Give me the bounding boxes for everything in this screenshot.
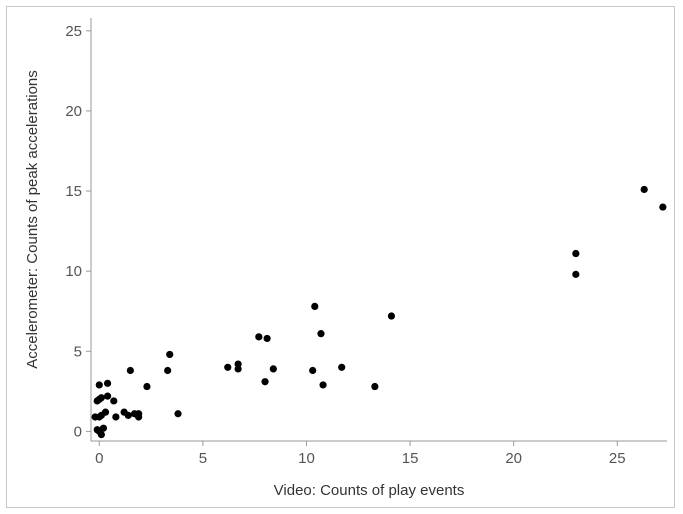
- x-axis-title: Video: Counts of play events: [274, 482, 465, 499]
- y-axis-ticks: 0 5 10 15 20 25: [65, 23, 91, 440]
- x-tick-label: 0: [95, 450, 103, 467]
- data-point: [101, 408, 110, 416]
- data-point: [387, 312, 396, 320]
- y-tick-label: 10: [65, 263, 82, 280]
- data-point: [269, 365, 277, 373]
- data-point: [572, 270, 580, 278]
- x-axis-ticks: 0 5 10 15 20 25: [95, 441, 626, 467]
- data-point: [97, 430, 105, 439]
- data-point: [110, 397, 118, 405]
- data-point: [338, 363, 346, 371]
- y-tick-label: 5: [74, 343, 82, 360]
- data-point: [103, 392, 112, 400]
- x-tick-label: 25: [609, 450, 626, 467]
- x-tick-label: 15: [402, 450, 419, 467]
- data-point: [309, 366, 317, 375]
- data-point: [640, 185, 648, 194]
- data-point: [164, 366, 172, 375]
- x-tick-label: 5: [199, 450, 207, 467]
- data-points: [91, 185, 667, 439]
- axes: 0 5 10 15 20 25 0 5 10 15 20 25: [65, 18, 667, 467]
- data-point: [311, 302, 319, 311]
- data-point: [371, 382, 379, 391]
- data-point: [126, 366, 134, 375]
- data-point: [263, 334, 271, 343]
- data-point: [234, 365, 242, 373]
- data-point: [124, 411, 132, 419]
- data-point: [255, 333, 263, 341]
- data-point: [112, 413, 120, 421]
- chart-frame: [6, 6, 675, 508]
- data-point: [95, 381, 103, 389]
- data-point: [572, 249, 580, 258]
- data-point: [261, 378, 269, 386]
- data-point: [317, 330, 325, 338]
- data-point: [174, 410, 182, 418]
- data-point: [143, 382, 151, 391]
- y-tick-label: 25: [65, 23, 82, 40]
- y-axis-title: Accelerometer: Counts of peak accelerati…: [24, 70, 41, 368]
- x-tick-label: 10: [298, 450, 315, 467]
- data-point: [659, 203, 667, 211]
- x-tick-label: 20: [505, 450, 522, 467]
- data-point: [319, 381, 327, 389]
- data-point: [103, 379, 112, 387]
- data-point: [135, 410, 143, 418]
- data-point: [224, 363, 232, 371]
- data-point: [99, 424, 108, 432]
- y-tick-label: 15: [65, 183, 82, 200]
- y-tick-label: 0: [74, 423, 82, 440]
- y-tick-label: 20: [65, 103, 82, 120]
- data-point: [166, 350, 174, 359]
- data-point: [97, 394, 105, 402]
